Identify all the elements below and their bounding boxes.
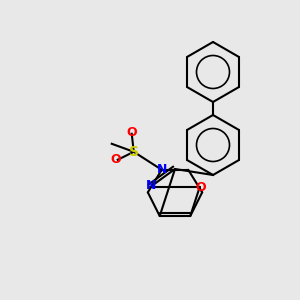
Text: O: O [195,182,206,194]
Text: N: N [146,179,157,193]
Text: O: O [126,126,137,139]
Text: N: N [157,163,167,176]
Text: S: S [129,145,139,159]
Text: O: O [110,153,121,166]
